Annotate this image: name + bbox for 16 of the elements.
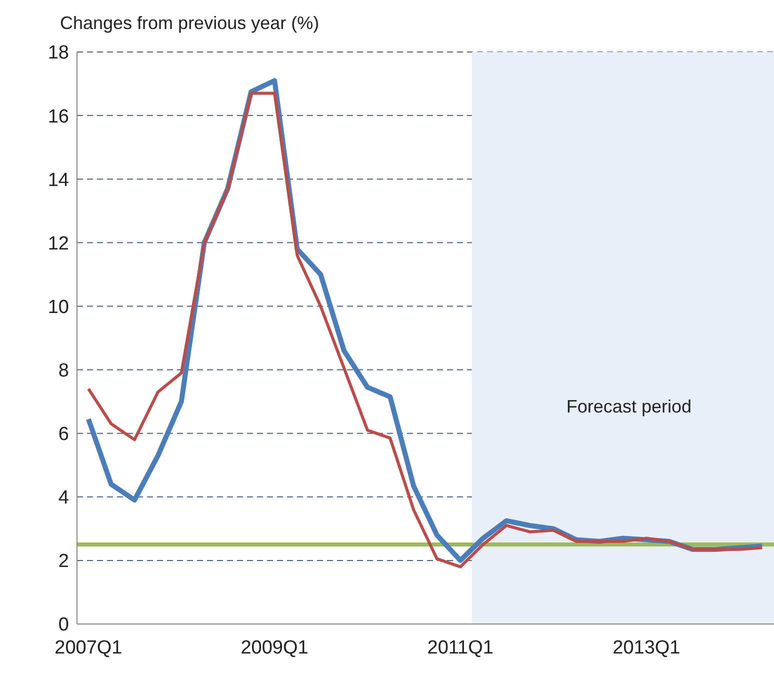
y-tick-label: 4: [58, 488, 70, 509]
y-tick-label: 0: [58, 614, 69, 636]
y-tick-label: 2: [58, 551, 69, 572]
y-tick-label: 6: [58, 424, 69, 446]
y-tick-label: 12: [48, 233, 69, 254]
y-tick-label: 14: [48, 170, 70, 191]
band-label: Forecast period: [566, 396, 692, 416]
y-tick-label: 10: [48, 296, 69, 318]
y-axis-title: Changes from previous year (%): [60, 13, 320, 33]
y-tick-label: 18: [48, 42, 69, 64]
x-tick-label: 2007Q1: [54, 637, 122, 658]
x-tick-label: 2013Q1: [612, 637, 680, 658]
x-tick-label: 2009Q1: [240, 637, 308, 658]
y-tick-label: 16: [48, 106, 69, 128]
y-tick-label: 8: [58, 360, 69, 382]
x-tick-label: 2011Q1: [427, 637, 494, 658]
